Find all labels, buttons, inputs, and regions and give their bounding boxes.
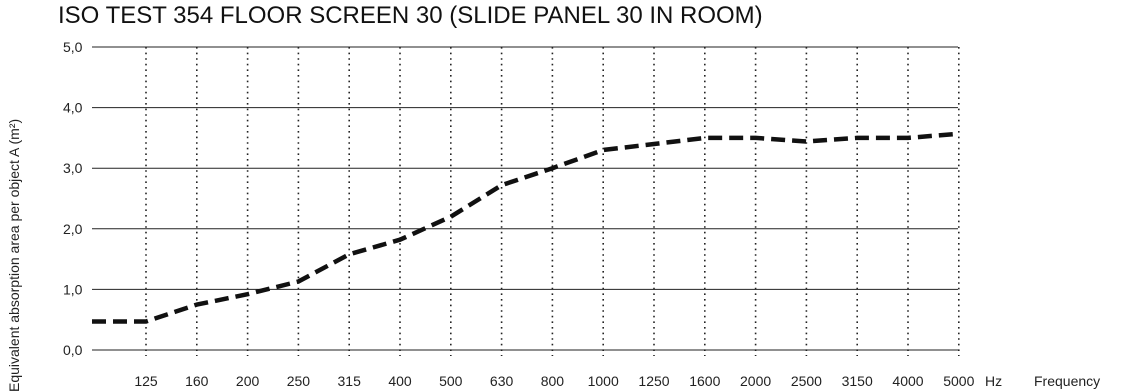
y-tick-label: 2,0 bbox=[63, 221, 83, 237]
data-point bbox=[855, 136, 859, 140]
series-line bbox=[92, 131, 959, 324]
x-tick-label: 200 bbox=[236, 373, 260, 389]
data-point bbox=[398, 238, 402, 242]
data-point bbox=[804, 140, 808, 144]
x-axis-label: Frequency bbox=[1034, 373, 1100, 389]
x-tick-label: 2000 bbox=[740, 373, 771, 389]
data-point bbox=[652, 142, 656, 146]
x-tick-label: 5000 bbox=[943, 373, 974, 389]
data-point bbox=[246, 292, 250, 296]
x-tick-label: 1250 bbox=[638, 373, 669, 389]
y-tick-label: 1,0 bbox=[63, 281, 83, 297]
data-point bbox=[296, 280, 300, 284]
y-tick-label: 3,0 bbox=[63, 160, 83, 176]
x-tick-label: 160 bbox=[185, 373, 209, 389]
y-tick-label: 5,0 bbox=[63, 39, 83, 55]
x-tick-label: 2500 bbox=[791, 373, 822, 389]
data-point bbox=[347, 252, 351, 256]
y-axis-ticks: 0,0 1,0 2,0 3,0 4,0 5,0 bbox=[63, 39, 83, 358]
x-tick-label: 4000 bbox=[892, 373, 923, 389]
x-tick-label: 125 bbox=[134, 373, 158, 389]
data-point bbox=[144, 320, 148, 324]
x-tick-label: 400 bbox=[388, 373, 412, 389]
y-axis-label: Equivalent absorption area per object A … bbox=[6, 119, 22, 392]
x-tick-label: 1000 bbox=[588, 373, 619, 389]
x-tick-label: 250 bbox=[287, 373, 311, 389]
data-point bbox=[754, 136, 758, 140]
x-tick-label: 1600 bbox=[689, 373, 720, 389]
data-point bbox=[195, 303, 199, 307]
data-point bbox=[957, 132, 961, 136]
data-point bbox=[906, 136, 910, 140]
data-point bbox=[500, 183, 504, 187]
x-tick-label: 630 bbox=[490, 373, 514, 389]
data-point bbox=[703, 136, 707, 140]
series-group bbox=[92, 131, 961, 324]
x-tick-label: 3150 bbox=[842, 373, 873, 389]
x-axis-ticks: 125 160 200 250 315 400 500 630 800 1000 1250 1600 2… bbox=[134, 373, 974, 389]
gridlines bbox=[92, 46, 960, 356]
x-tick-label: 800 bbox=[541, 373, 565, 389]
data-point bbox=[601, 148, 605, 152]
x-tick-label: 500 bbox=[439, 373, 463, 389]
x-tick-label: 315 bbox=[338, 373, 362, 389]
data-point bbox=[550, 166, 554, 170]
data-point bbox=[449, 215, 453, 219]
chart-title: ISO TEST 354 FLOOR SCREEN 30 (SLIDE PANE… bbox=[58, 2, 763, 29]
y-tick-label: 4,0 bbox=[63, 100, 83, 116]
y-tick-label: 0,0 bbox=[63, 342, 83, 358]
x-unit-label: Hz bbox=[985, 373, 1002, 389]
